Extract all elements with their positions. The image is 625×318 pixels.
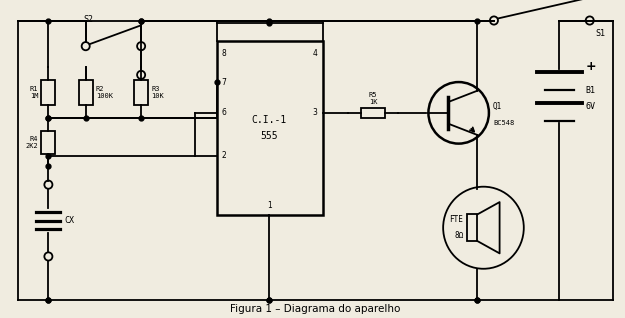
Text: R5
1K: R5 1K: [369, 92, 378, 105]
Text: R2
100K: R2 100K: [96, 86, 112, 99]
Text: 4: 4: [312, 49, 318, 58]
Text: R3
10K: R3 10K: [151, 86, 164, 99]
Bar: [134, 80, 148, 105]
Text: 8: 8: [222, 49, 226, 58]
Text: B1: B1: [586, 86, 596, 95]
Text: Q1: Q1: [493, 102, 502, 111]
Text: CX: CX: [64, 216, 74, 225]
Text: FTE: FTE: [449, 215, 463, 224]
Bar: [361, 108, 385, 118]
Text: 1: 1: [267, 201, 271, 210]
Text: BC548: BC548: [493, 120, 514, 126]
Bar: [217, 41, 322, 215]
Text: S2: S2: [84, 15, 94, 24]
Text: R4
2K2: R4 2K2: [26, 135, 38, 149]
Bar: [41, 80, 56, 105]
Text: Figura 1 – Diagrama do aparelho: Figura 1 – Diagrama do aparelho: [231, 304, 401, 314]
Text: S1: S1: [596, 29, 606, 38]
Text: 555: 555: [261, 131, 278, 142]
Text: C.I.-1: C.I.-1: [251, 115, 287, 125]
Text: 7: 7: [222, 78, 227, 86]
Text: R1
1M: R1 1M: [30, 86, 38, 99]
Text: 6V: 6V: [586, 102, 596, 111]
Text: +: +: [586, 60, 596, 73]
Bar: [41, 130, 56, 154]
Text: 8Ω: 8Ω: [454, 232, 463, 240]
Text: 3: 3: [312, 108, 318, 117]
Bar: [468, 214, 478, 241]
Bar: [79, 80, 92, 105]
Text: 2: 2: [222, 151, 226, 160]
Text: 6: 6: [222, 108, 227, 117]
